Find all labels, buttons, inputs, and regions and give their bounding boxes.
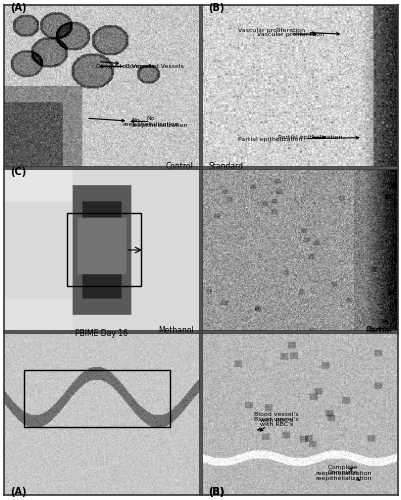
Text: Congested Vessels: Congested Vessels: [100, 62, 184, 69]
Text: Control
Day 16: Control Day 16: [165, 162, 193, 182]
Text: Methanol
Extract Day 16: Methanol Extract Day 16: [136, 326, 193, 345]
Text: Partial epithelization: Partial epithelization: [277, 135, 341, 140]
Text: No
reepithelialization: No reepithelialization: [122, 116, 178, 126]
Text: (B): (B): [208, 487, 224, 497]
Text: Blood vessel's
with RBC's: Blood vessel's with RBC's: [254, 412, 298, 431]
Text: No
reepithelialization: No reepithelialization: [89, 118, 187, 128]
Text: PBIME Day 16: PBIME Day 16: [75, 329, 128, 338]
Text: Complete
reepithelialization: Complete reepithelialization: [314, 468, 371, 481]
Text: Blood vessel's
with RBC's: Blood vessel's with RBC's: [254, 417, 298, 430]
Text: Vascular proliferation: Vascular proliferation: [256, 32, 323, 36]
Bar: [67, 213, 140, 286]
Text: Vascular proliferation: Vascular proliferation: [237, 28, 338, 35]
Text: (A): (A): [10, 487, 26, 497]
Text: (A): (A): [10, 3, 26, 13]
Text: (B): (B): [208, 487, 224, 497]
Text: Partial
epithelization: Partial epithelization: [334, 326, 391, 345]
Text: Complete
reepithelialization: Complete reepithelialization: [314, 466, 371, 480]
Text: Congested Vessels: Congested Vessels: [95, 64, 154, 69]
Text: Partial
epithelization: Partial epithelization: [339, 326, 391, 345]
Bar: [24, 370, 170, 427]
Text: (C): (C): [10, 167, 26, 177]
Text: (B): (B): [208, 3, 224, 13]
Text: Partial epithelization: Partial epithelization: [237, 136, 358, 141]
Text: Standard
Day 16: Standard Day 16: [208, 162, 243, 182]
